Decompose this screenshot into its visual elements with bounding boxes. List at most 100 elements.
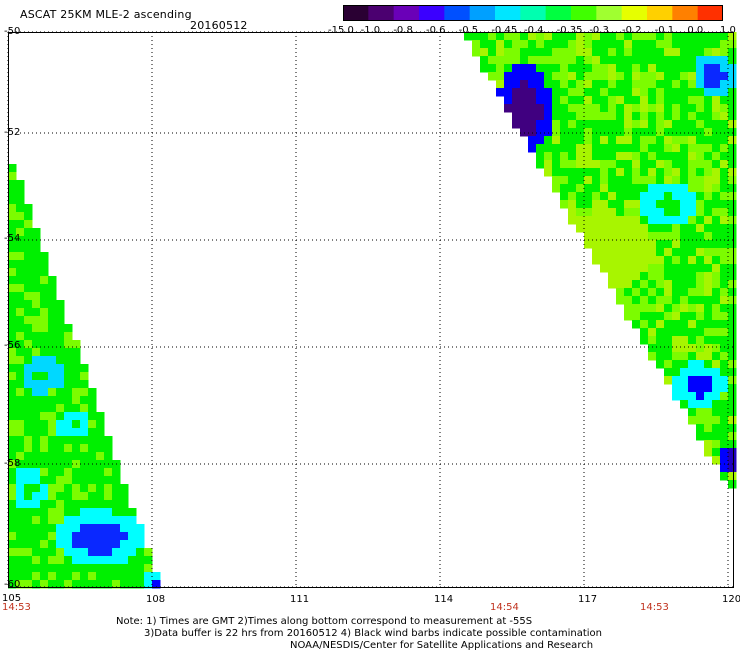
swath-right-cell: [648, 336, 657, 345]
swath-right-cell: [584, 136, 593, 145]
swath-right-cell: [632, 176, 641, 185]
swath-right-cell: [672, 304, 681, 313]
swath-right-cell: [656, 264, 665, 273]
swath-right-cell: [656, 336, 665, 345]
swath-left-cell: [16, 340, 25, 349]
swath-left-cell: [80, 516, 89, 525]
swath-right-cell: [640, 208, 649, 217]
swath-right-cell: [576, 80, 585, 89]
swath-left-cell: [24, 556, 33, 565]
swath-left-cell: [112, 524, 121, 533]
swath-right-cell: [656, 216, 665, 225]
swath-right-cell: [656, 48, 665, 57]
swath-right-cell: [696, 320, 705, 329]
swath-left-cell: [56, 420, 65, 429]
swath-right-cell: [712, 416, 721, 425]
swath-right-cell: [568, 64, 577, 73]
swath-right-cell: [696, 248, 705, 257]
swath-left-cell: [40, 332, 49, 341]
swath-right-cell: [688, 192, 697, 201]
swath-right-cell: [680, 104, 689, 113]
swath-right-cell: [632, 200, 641, 209]
swath-left-cell: [144, 572, 153, 581]
swath-right-cell: [728, 64, 737, 73]
swath-left-cell: [56, 316, 65, 325]
swath-right-cell: [632, 144, 641, 153]
swath-right-cell: [728, 144, 737, 153]
swath-right-cell: [664, 200, 673, 209]
swath-right-cell: [656, 328, 665, 337]
swath-right-cell: [720, 336, 729, 345]
swath-right-cell: [568, 160, 577, 169]
swath-right-cell: [552, 160, 561, 169]
swath-left-cell: [24, 276, 33, 285]
swath-right-cell: [656, 360, 665, 369]
swath-right-cell: [656, 224, 665, 233]
swath-left-cell: [136, 524, 145, 533]
swath-right-cell: [632, 168, 641, 177]
swath-left-cell: [24, 332, 33, 341]
swath-right-cell: [728, 480, 737, 489]
swath-left-cell: [112, 476, 121, 485]
swath-left-cell: [88, 396, 97, 405]
swath-left-cell: [88, 548, 97, 557]
swath-right-cell: [648, 80, 657, 89]
swath-right-cell: [648, 104, 657, 113]
swath-right-cell: [544, 40, 553, 49]
swath-left-cell: [64, 548, 73, 557]
swath-right-cell: [568, 56, 577, 65]
swath-left-cell: [48, 396, 57, 405]
swath-left-cell: [64, 380, 73, 389]
swath-right-cell: [608, 72, 617, 81]
swath-left-cell: [64, 572, 73, 581]
swath-right-cell: [672, 336, 681, 345]
swath-right-cell: [672, 72, 681, 81]
swath-right-cell: [688, 336, 697, 345]
swath-right-cell: [624, 128, 633, 137]
swath-left-cell: [128, 564, 137, 573]
swath-left-cell: [56, 372, 65, 381]
swath-left-cell: [24, 508, 33, 517]
swath-right-cell: [584, 56, 593, 65]
swath-right-cell: [696, 208, 705, 217]
swath-left-cell: [120, 564, 129, 573]
swath-left-cell: [24, 468, 33, 477]
swath-left-cell: [16, 308, 25, 317]
swath-right-cell: [664, 376, 673, 385]
swath-right-cell: [512, 104, 521, 113]
swath-right-cell: [688, 208, 697, 217]
colorbar-segment: [672, 5, 699, 21]
swath-right-cell: [688, 112, 697, 121]
swath-right-cell: [512, 64, 521, 73]
swath-left-cell: [8, 540, 17, 549]
swath-left-cell: [24, 484, 33, 493]
swath-right-cell: [592, 128, 601, 137]
swath-right-cell: [640, 240, 649, 249]
swath-right-cell: [488, 64, 497, 73]
swath-right-cell: [696, 72, 705, 81]
swath-right-cell: [720, 256, 729, 265]
swath-right-cell: [496, 56, 505, 65]
swath-right-cell: [672, 120, 681, 129]
swath-right-cell: [672, 312, 681, 321]
swath-right-cell: [496, 64, 505, 73]
swath-right-cell: [648, 208, 657, 217]
swath-right-cell: [632, 192, 641, 201]
swath-right-cell: [672, 176, 681, 185]
swath-left-cell: [56, 428, 65, 437]
swath-right-cell: [576, 104, 585, 113]
swath-left-cell: [64, 332, 73, 341]
swath-left-cell: [96, 468, 105, 477]
swath-right-cell: [584, 216, 593, 225]
wind-map-plot: [7, 31, 737, 589]
swath-right-cell: [656, 312, 665, 321]
swath-right-cell: [640, 104, 649, 113]
swath-left-cell: [40, 516, 49, 525]
swath-right-cell: [728, 320, 737, 329]
swath-left-cell: [56, 340, 65, 349]
map-frame: [8, 32, 734, 588]
swath-right-cell: [680, 208, 689, 217]
swath-left-cell: [24, 340, 33, 349]
swath-left-cell: [72, 476, 81, 485]
swath-left-cell: [88, 452, 97, 461]
